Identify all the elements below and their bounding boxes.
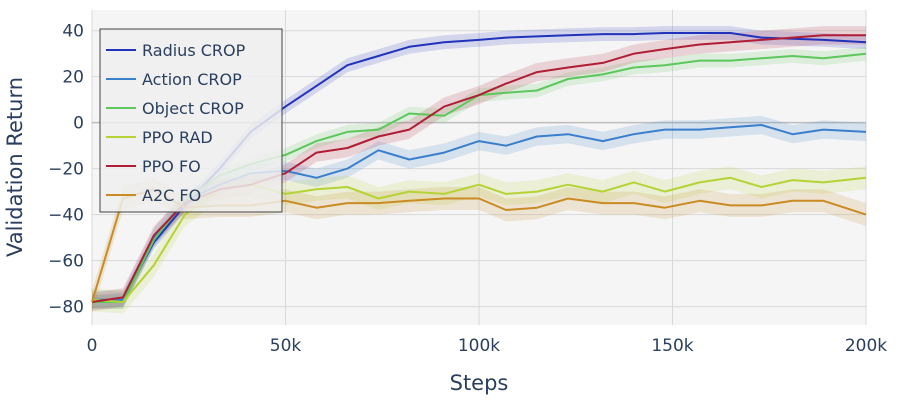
legend-label: Radius CROP xyxy=(142,41,246,60)
x-tick-labels: 0 50k 100k 150k 200k xyxy=(87,336,888,356)
legend-item-ppo-fo[interactable]: PPO FO xyxy=(106,157,201,176)
x-tick-label: 100k xyxy=(458,336,500,356)
y-tick-label: 40 xyxy=(62,22,84,42)
legend-label: PPO FO xyxy=(142,157,201,176)
band-a2c-fo xyxy=(92,177,866,314)
legend-label: A2C FO xyxy=(142,186,201,205)
y-tick-label: 0 xyxy=(73,114,84,134)
y-axis-title: Validation Return xyxy=(3,77,27,257)
x-tick-label: 150k xyxy=(651,336,693,356)
y-tick-label: −20 xyxy=(48,160,84,180)
y-tick-label: 20 xyxy=(62,68,84,88)
x-tick-label: 50k xyxy=(270,336,302,356)
band-ppo-rad xyxy=(92,166,866,314)
legend-item-object-crop[interactable]: Object CROP xyxy=(106,99,244,118)
x-tick-label: 200k xyxy=(845,336,887,356)
legend-items: Radius CROP Action CROP Object CROP PPO RAD… xyxy=(106,41,246,205)
legend-label: PPO RAD xyxy=(142,128,213,147)
y-tick-label: −80 xyxy=(48,298,84,318)
legend[interactable]: Radius CROP Action CROP Object CROP PPO RAD… xyxy=(99,28,283,213)
legend-item-a2c-fo[interactable]: A2C FO xyxy=(106,186,201,205)
legend-label: Action CROP xyxy=(142,70,242,89)
x-axis-title: Steps xyxy=(450,371,509,395)
y-tick-label: −60 xyxy=(48,252,84,272)
legend-box xyxy=(99,28,283,213)
legend-item-action-crop[interactable]: Action CROP xyxy=(106,70,242,89)
y-tick-label: −40 xyxy=(48,206,84,226)
band-object-crop xyxy=(92,46,866,309)
legend-item-ppo-rad[interactable]: PPO RAD xyxy=(106,128,213,147)
band-action-crop xyxy=(92,115,866,309)
confidence-bands xyxy=(92,26,866,314)
x-tick-label: 0 xyxy=(87,336,98,356)
legend-label: Object CROP xyxy=(142,99,244,118)
y-tick-labels: 40 20 0 −20 −40 −60 −80 xyxy=(48,22,84,318)
legend-item-radius-crop[interactable]: Radius CROP xyxy=(106,41,246,60)
